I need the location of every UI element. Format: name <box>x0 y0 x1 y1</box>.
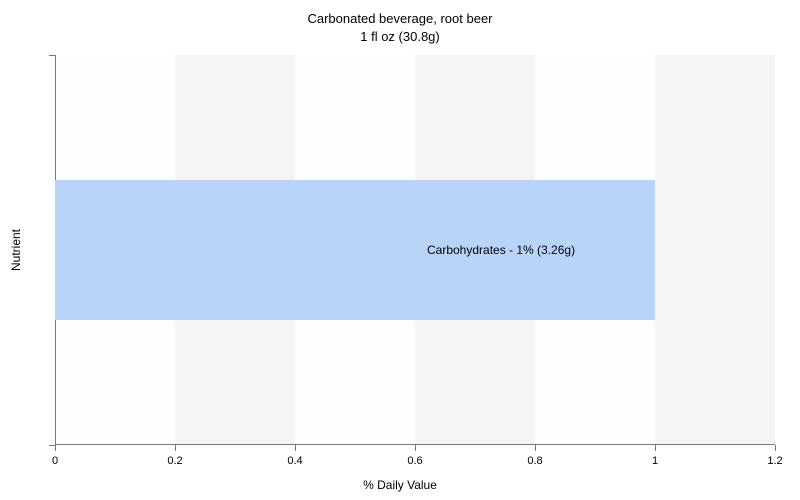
y-tick <box>49 445 55 446</box>
bar-label: Carbohydrates - 1% (3.26g) <box>427 243 575 257</box>
x-tick <box>175 445 176 451</box>
x-tick-label: 0.6 <box>407 455 422 467</box>
title-line-2: 1 fl oz (30.8g) <box>0 28 800 46</box>
x-tick-label: 1.2 <box>767 455 782 467</box>
plot-area: 00.20.40.60.811.2 Carbohydrates - 1% (3.… <box>55 55 775 445</box>
x-tick-label: 0.4 <box>287 455 302 467</box>
x-axis-label: % Daily Value <box>0 478 800 492</box>
x-tick-label: 0.8 <box>527 455 542 467</box>
y-axis-label: Nutrient <box>9 229 23 271</box>
title-line-1: Carbonated beverage, root beer <box>0 10 800 28</box>
x-tick <box>535 445 536 451</box>
x-tick <box>415 445 416 451</box>
x-tick-label: 0 <box>52 455 58 467</box>
x-tick <box>295 445 296 451</box>
x-tick <box>775 445 776 451</box>
y-tick <box>49 55 55 56</box>
plot-band <box>655 55 775 445</box>
chart-title: Carbonated beverage, root beer 1 fl oz (… <box>0 10 800 45</box>
x-tick <box>55 445 56 451</box>
x-tick-label: 1 <box>652 455 658 467</box>
x-tick-label: 0.2 <box>167 455 182 467</box>
x-tick <box>655 445 656 451</box>
nutrient-chart: Carbonated beverage, root beer 1 fl oz (… <box>0 0 800 500</box>
